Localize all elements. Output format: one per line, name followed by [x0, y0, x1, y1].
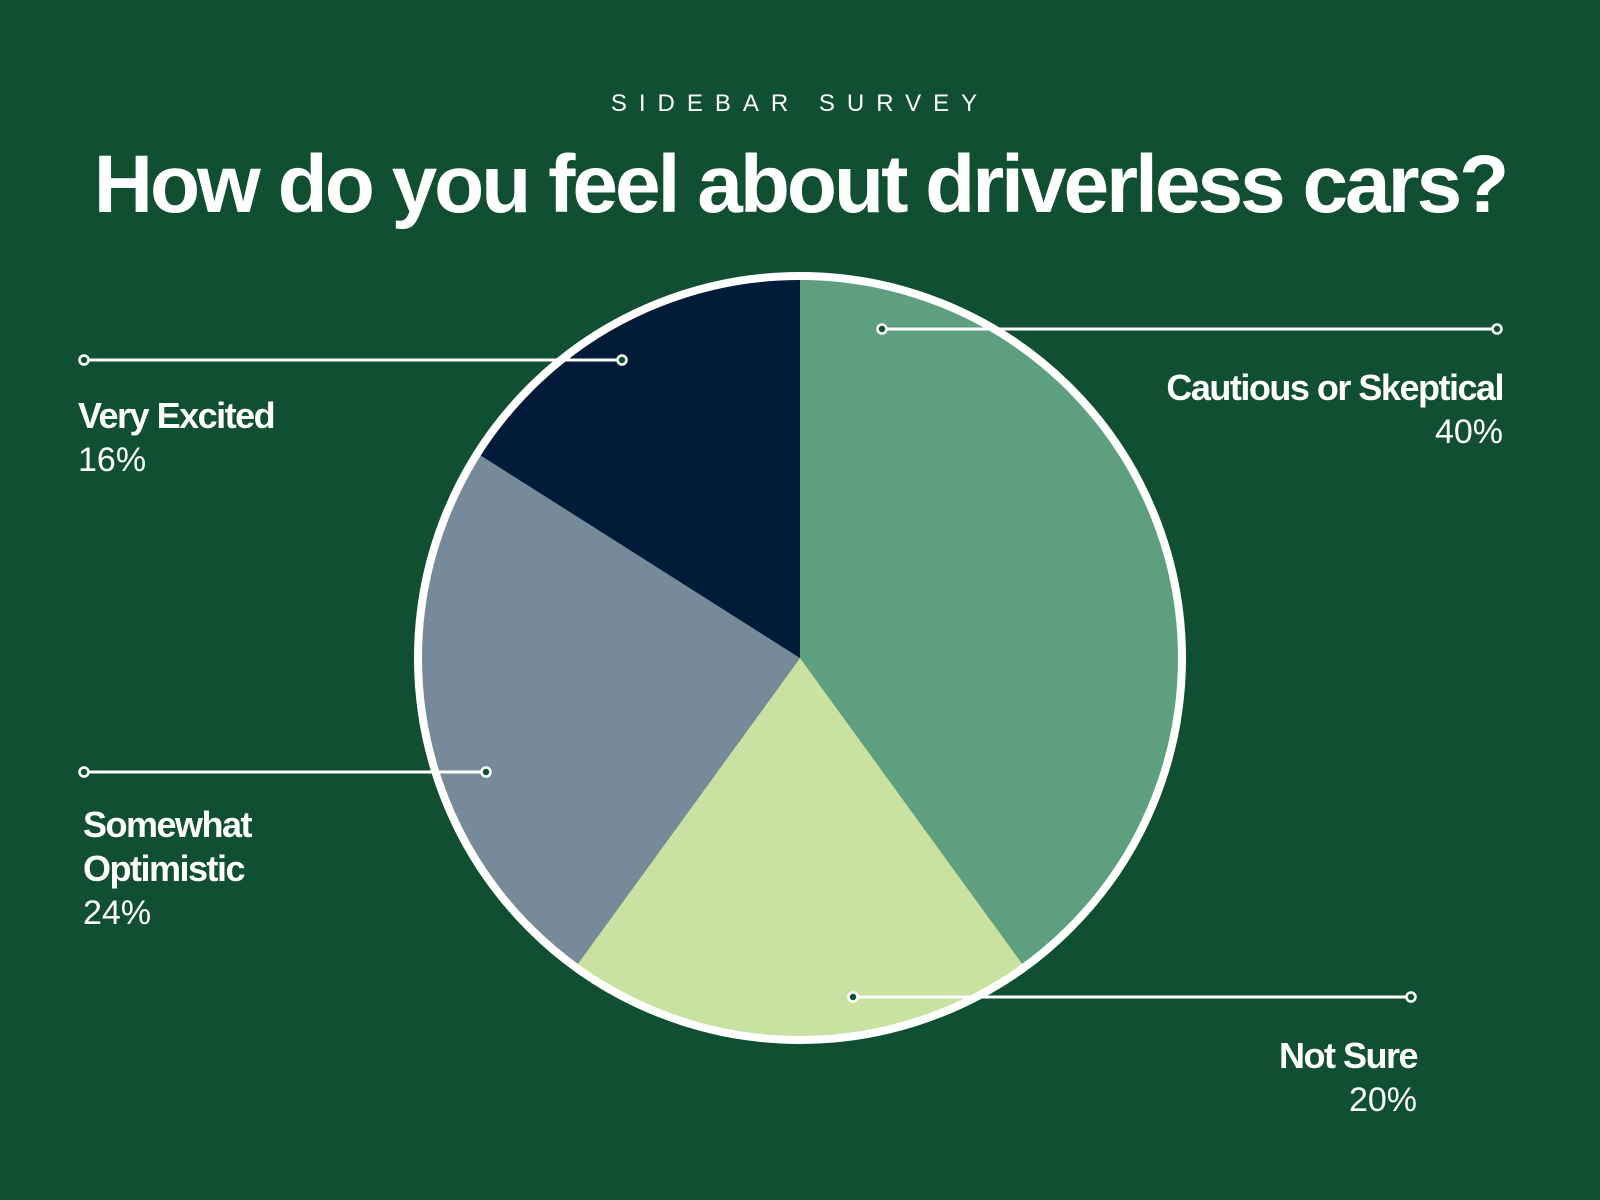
label-somewhat-optimistic: Somewhat Optimistic 24%: [83, 803, 313, 935]
label-not-sure: Not Sure 20%: [1278, 1034, 1419, 1122]
leader-line: [876, 323, 1503, 335]
pie-slice-very-excited: [477, 276, 800, 658]
pie-slice-cautious-or-skeptical: [800, 276, 1182, 968]
label-name: Not Sure: [1278, 1035, 1419, 1076]
leader-dot: [1491, 323, 1503, 335]
chart-title: How do you feel about driverless cars?: [93, 139, 1510, 230]
label-name: Very Excited: [78, 395, 276, 436]
label-name: Somewhat Optimistic: [83, 804, 253, 889]
leader-dot: [876, 323, 888, 335]
leader-dot: [1405, 991, 1417, 1003]
label-very-excited: Very Excited 16%: [78, 394, 276, 482]
pie-slice-not-sure: [575, 658, 1025, 1040]
leader-dot: [847, 991, 859, 1003]
label-value: 24%: [83, 894, 152, 932]
pie-outline: [414, 272, 1186, 1044]
label-value: 40%: [1434, 413, 1503, 451]
label-value: 20%: [1348, 1081, 1417, 1119]
eyebrow-label: SIDEBAR SURVEY: [610, 90, 990, 117]
leader-dot: [480, 766, 492, 778]
label-cautious: Cautious or Skeptical 40%: [1166, 366, 1504, 454]
leader-line: [78, 766, 492, 778]
leader-line: [78, 354, 628, 366]
label-value: 16%: [78, 441, 147, 479]
leader-dot: [78, 354, 90, 366]
leader-line: [847, 991, 1417, 1003]
leader-dot: [78, 766, 90, 778]
leader-dot: [616, 354, 628, 366]
pie-slice-somewhat-optimistic: [418, 453, 800, 968]
label-name: Cautious or Skeptical: [1166, 367, 1504, 408]
